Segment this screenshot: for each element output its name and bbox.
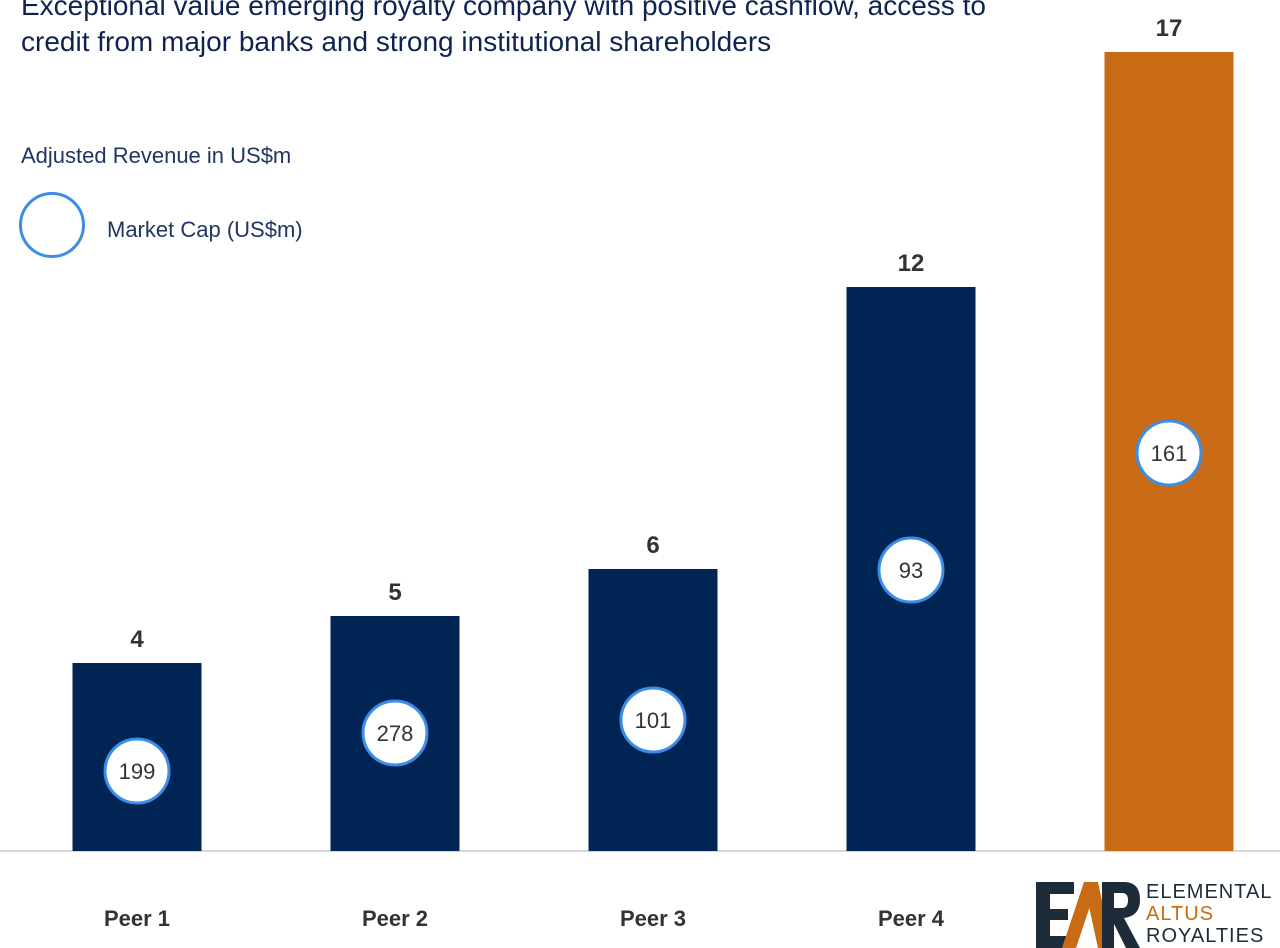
market-cap-label: 93: [899, 558, 923, 583]
market-cap-label: 161: [1151, 441, 1188, 466]
elemental-altus-logo: ELEMENTAL ALTUS ROYALTIES: [1036, 878, 1280, 948]
bar-value-label: 5: [388, 579, 401, 606]
category-label: Peer 3: [620, 906, 686, 931]
market-cap-label: 278: [377, 721, 414, 746]
market-cap-label: 199: [119, 759, 156, 784]
ear-logo-icon: [1036, 882, 1140, 948]
legend-circle-icon: [19, 192, 85, 258]
bar-value-label: 6: [646, 532, 659, 559]
market-cap-circle: [361, 699, 429, 767]
logo-text-royalties: ROYALTIES: [1146, 925, 1265, 947]
chart-subtitle: Adjusted Revenue in US$m: [21, 143, 292, 168]
market-cap-circle: [103, 737, 171, 805]
market-cap-circle: [1135, 419, 1203, 487]
category-label: Peer 4: [878, 906, 945, 931]
category-label: Peer 2: [362, 906, 428, 931]
legend-label: Market Cap (US$m): [107, 217, 303, 242]
market-cap-circle: [619, 686, 687, 754]
market-cap-label: 101: [635, 708, 672, 733]
category-label: Peer 1: [104, 906, 170, 931]
chart-title: Exceptional value emerging royalty compa…: [21, 0, 986, 57]
logo-text-elemental: ELEMENTAL: [1146, 881, 1273, 903]
bar-value-label: 17: [1156, 15, 1183, 42]
bar-value-label: 12: [898, 250, 925, 277]
bar-value-label: 4: [130, 626, 144, 653]
market-cap-circle: [877, 536, 945, 604]
logo-text-altus: ALTUS: [1146, 903, 1214, 925]
